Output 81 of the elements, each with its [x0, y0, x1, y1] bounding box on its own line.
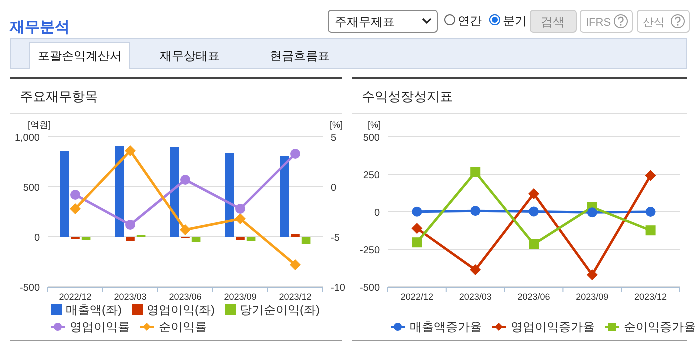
legend-label: 매출액증가율 — [410, 320, 482, 334]
point — [412, 223, 423, 234]
y-tick-label: 0 — [374, 208, 380, 219]
text: 재무분석 — [9, 19, 70, 36]
point — [180, 175, 190, 185]
point — [180, 224, 191, 236]
point — [290, 260, 301, 270]
point — [646, 226, 656, 236]
point — [70, 190, 80, 200]
y2-axis-title: [%] — [330, 120, 344, 130]
text: IFRS — [586, 17, 612, 29]
y-tick-label: 500 — [23, 183, 40, 194]
bar — [60, 151, 70, 237]
x-tick-label: 2023/06 — [518, 292, 550, 302]
y-axis-title: [%] — [368, 120, 382, 130]
bar — [280, 156, 290, 237]
point — [586, 270, 598, 280]
bar — [236, 237, 245, 240]
text: 분기 — [503, 14, 527, 28]
chart-title: 주요재무항목 — [20, 89, 98, 104]
point — [470, 264, 482, 276]
text: 현금흐름표 — [270, 49, 330, 63]
point — [528, 188, 540, 200]
legend-label: 순이익률 — [159, 320, 207, 334]
bar — [192, 237, 201, 242]
y-tick-label: 250 — [363, 170, 380, 182]
legend-label: 당기순이익(좌) — [240, 303, 320, 317]
x-tick-label: 2022/12 — [400, 292, 434, 302]
y2-tick-label: 5 — [331, 133, 337, 144]
point — [529, 206, 539, 217]
legend-label: 영업이익증가율 — [511, 320, 595, 334]
x-tick-label: 2023/09 — [576, 292, 609, 302]
text: 주재무제표 — [335, 15, 395, 29]
text: 재무상태표 — [160, 49, 220, 63]
bar — [126, 237, 135, 241]
y-tick-label: -250 — [360, 246, 380, 256]
x-tick-label: 2023/12 — [634, 292, 668, 302]
y-tick-label: -500 — [360, 283, 380, 294]
bar — [115, 146, 124, 237]
legend-label: 순이익증가율 — [624, 320, 696, 334]
x-tick-label: 2022/12 — [59, 292, 92, 302]
point — [70, 204, 81, 214]
point — [646, 207, 656, 217]
point — [126, 220, 136, 230]
y2-tick-label: 0 — [331, 183, 337, 194]
point — [290, 149, 300, 159]
point — [235, 214, 246, 224]
point — [645, 170, 656, 182]
legend-label: 영업이익률 — [70, 320, 130, 334]
chart-title: 수익성장성지표 — [362, 89, 453, 104]
text: 검색 — [541, 15, 565, 29]
x-tick-label: 2023/03 — [459, 292, 492, 302]
y-tick-label: 500 — [363, 133, 380, 144]
bar — [302, 237, 311, 244]
legend-label: 영업이익(좌) — [147, 303, 215, 317]
bar — [82, 237, 91, 240]
text: 포괄손익계산서 — [38, 49, 122, 63]
x-tick-label: 2023/09 — [224, 292, 257, 302]
y-tick-label: -500 — [20, 283, 40, 294]
point — [470, 206, 481, 216]
point — [412, 206, 422, 217]
point — [412, 238, 422, 248]
point — [236, 204, 246, 214]
x-tick-label: 2023/03 — [114, 292, 147, 302]
y-tick-label: 0 — [34, 233, 40, 244]
legend-label: 매출액(좌) — [66, 303, 122, 317]
point — [587, 208, 598, 218]
point — [529, 239, 539, 250]
y2-tick-label: -10 — [331, 283, 346, 294]
text: 산식 — [643, 17, 665, 29]
point — [125, 146, 136, 156]
x-tick-label: 2023/06 — [169, 292, 202, 302]
y-tick-label: 1,000 — [14, 133, 40, 144]
bar — [291, 234, 300, 237]
x-tick-label: 2023/12 — [279, 292, 312, 302]
y2-tick-label: -5 — [331, 233, 340, 244]
point — [470, 167, 481, 178]
text: 연간 — [458, 14, 482, 28]
y-axis-title: [억원] — [28, 120, 52, 130]
bar — [225, 153, 234, 237]
bar — [246, 237, 256, 241]
